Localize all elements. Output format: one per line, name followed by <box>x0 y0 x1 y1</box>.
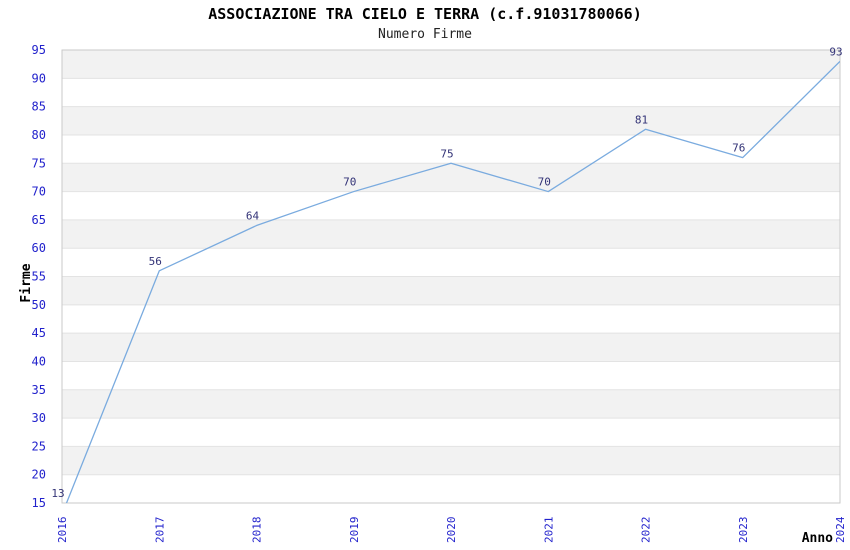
chart-title: ASSOCIAZIONE TRA CIELO E TERRA (c.f.9103… <box>208 5 642 23</box>
grid-band <box>62 276 840 305</box>
point-label: 13 <box>51 487 64 500</box>
y-tick-label: 35 <box>32 383 46 397</box>
y-tick-label: 20 <box>32 468 46 482</box>
x-tick-label: 2017 <box>153 517 166 544</box>
x-tick-label: 2016 <box>56 517 69 544</box>
y-tick-label: 25 <box>32 439 46 453</box>
y-tick-label: 70 <box>32 185 46 199</box>
x-tick-label: 2020 <box>445 517 458 544</box>
chart-subtitle: Numero Firme <box>378 27 472 42</box>
grid-band <box>62 446 840 475</box>
x-tick-label: 2018 <box>251 517 264 544</box>
x-tick-label: 2021 <box>542 517 555 544</box>
x-tick-label: 2022 <box>640 517 653 544</box>
point-label: 75 <box>440 147 453 160</box>
point-label: 93 <box>829 45 842 58</box>
point-label: 64 <box>246 210 260 223</box>
y-axis-title: Firme <box>19 263 34 302</box>
grid-band <box>62 219 840 249</box>
y-tick-label: 65 <box>32 213 46 227</box>
y-tick-label: 60 <box>32 241 46 255</box>
y-tick-label: 40 <box>32 354 46 368</box>
point-label: 70 <box>343 176 356 189</box>
y-tick-label: 50 <box>32 298 46 312</box>
y-tick-label: 90 <box>32 71 46 85</box>
y-tick-label: 45 <box>32 326 46 340</box>
grid-band <box>62 333 840 362</box>
y-tick-label: 30 <box>32 411 46 425</box>
y-tick-label: 15 <box>32 496 46 510</box>
y-tick-label: 80 <box>32 128 46 142</box>
grid-band <box>62 389 840 419</box>
plot-border <box>61 49 841 504</box>
x-axis-title: Anno <box>802 531 833 546</box>
x-tick-label: 2024 <box>834 516 847 543</box>
point-label: 76 <box>732 142 745 155</box>
point-label: 70 <box>538 176 551 189</box>
grid-band <box>62 106 840 135</box>
grid-band <box>62 50 840 79</box>
y-tick-label: 55 <box>32 270 46 284</box>
point-label: 81 <box>635 113 648 126</box>
y-tick-label: 85 <box>32 100 46 114</box>
point-label: 56 <box>149 255 162 268</box>
data-series-line <box>65 60 840 503</box>
x-tick-label: 2019 <box>348 517 361 544</box>
x-tick-label: 2023 <box>737 517 750 544</box>
y-tick-label: 75 <box>32 156 46 170</box>
grid-band <box>62 163 840 192</box>
y-tick-label: 95 <box>32 43 46 57</box>
